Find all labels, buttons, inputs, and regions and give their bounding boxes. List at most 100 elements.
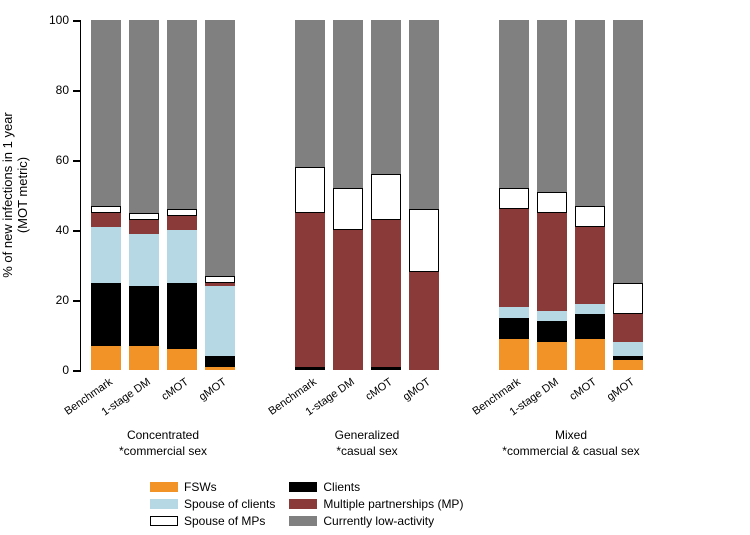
x-bar-label: gMOT xyxy=(604,376,636,403)
bar-segment xyxy=(333,188,363,230)
bar-segment xyxy=(613,20,643,283)
bar xyxy=(371,20,401,370)
bar xyxy=(167,20,197,370)
legend-swatch xyxy=(289,482,317,492)
bar-segment xyxy=(205,286,235,356)
bar-segment xyxy=(91,213,121,227)
bar-segment xyxy=(295,213,325,367)
bar-segment xyxy=(499,188,529,209)
bar-segment xyxy=(91,283,121,346)
chart-container: % of new infections in 1 year(MOT metric… xyxy=(0,0,750,535)
bar-segment xyxy=(575,20,605,206)
group-label: Concentrated *commercial sex xyxy=(91,428,235,459)
bar-segment xyxy=(295,20,325,167)
bar xyxy=(575,20,605,370)
bar xyxy=(333,20,363,370)
x-bar-label: gMOT xyxy=(400,376,432,403)
y-tick-label: 40 xyxy=(56,223,69,237)
legend-swatch xyxy=(150,499,178,509)
bar-segment xyxy=(167,283,197,350)
bar xyxy=(613,20,643,370)
bar-segment xyxy=(409,20,439,209)
bar-segment xyxy=(537,321,567,342)
bar-segment xyxy=(129,286,159,346)
bar-segment xyxy=(205,276,235,283)
legend-item: Spouse of clients xyxy=(150,497,275,511)
bar-segment xyxy=(167,349,197,370)
y-tick-label: 80 xyxy=(56,83,69,97)
legend-label: FSWs xyxy=(184,480,217,494)
bar-segment xyxy=(575,304,605,315)
legend-item: Currently low-activity xyxy=(289,514,463,528)
bar-segment xyxy=(371,367,401,371)
bar-segment xyxy=(371,220,401,367)
legend-label: Spouse of MPs xyxy=(184,514,265,528)
x-bar-label: cMOT xyxy=(363,376,394,403)
bar-segment xyxy=(91,227,121,283)
bar-segment xyxy=(205,367,235,371)
legend-column: FSWs Spouse of clients Spouse of MPs xyxy=(150,480,275,528)
legend-column: Clients Multiple partnerships (MP) Current… xyxy=(289,480,463,528)
bar-segment xyxy=(499,20,529,188)
y-tick-label: 20 xyxy=(56,293,69,307)
plot-area: Benchmark1-stage DMcMOTgMOTConcentrated … xyxy=(80,20,710,370)
legend-item: Spouse of MPs xyxy=(150,514,275,528)
legend-label: Multiple partnerships (MP) xyxy=(323,497,463,511)
bar-segment xyxy=(499,307,529,318)
bar-segment xyxy=(129,234,159,287)
bar-segment xyxy=(499,318,529,339)
bar xyxy=(91,20,121,370)
y-tick xyxy=(73,20,81,22)
legend-swatch xyxy=(289,516,317,526)
legend-label: Clients xyxy=(323,480,360,494)
bar-segment xyxy=(167,209,197,216)
bar-segment xyxy=(295,367,325,371)
bar-segment xyxy=(129,213,159,220)
legend-swatch xyxy=(289,499,317,509)
legend: FSWs Spouse of clients Spouse of MPs Client… xyxy=(150,480,463,528)
bar-segment xyxy=(333,20,363,188)
bar-segment xyxy=(499,209,529,307)
group-label: Mixed *commercial & casual sex xyxy=(499,428,643,459)
bar xyxy=(537,20,567,370)
bars-region: Benchmark1-stage DMcMOTgMOTConcentrated … xyxy=(81,20,710,370)
y-tick-label: 0 xyxy=(62,363,69,377)
bar-segment xyxy=(129,346,159,371)
bar-segment xyxy=(167,20,197,209)
y-tick xyxy=(73,160,81,162)
bar-segment xyxy=(537,192,567,213)
y-tick-label: 100 xyxy=(49,13,69,27)
bar-segment xyxy=(371,20,401,174)
bar-segment xyxy=(537,20,567,192)
bar-segment xyxy=(499,339,529,371)
bar-segment xyxy=(129,20,159,213)
group-label: Generalized *casual sex xyxy=(295,428,439,459)
y-tick-label: 60 xyxy=(56,153,69,167)
legend-swatch xyxy=(150,482,178,492)
bar-segment xyxy=(575,314,605,339)
legend-item: FSWs xyxy=(150,480,275,494)
legend-swatch xyxy=(150,516,178,526)
legend-label: Spouse of clients xyxy=(184,497,275,511)
y-tick xyxy=(73,300,81,302)
bar-segment xyxy=(91,20,121,206)
legend-item: Multiple partnerships (MP) xyxy=(289,497,463,511)
bar-segment xyxy=(295,167,325,213)
bar xyxy=(295,20,325,370)
x-bar-label: cMOT xyxy=(159,376,190,403)
bar-segment xyxy=(167,216,197,230)
y-tick xyxy=(73,90,81,92)
y-tick xyxy=(73,230,81,232)
y-axis-label: % of new infections in 1 year(MOT metric… xyxy=(0,112,30,277)
bar-segment xyxy=(333,230,363,370)
bar xyxy=(129,20,159,370)
bar-segment xyxy=(613,314,643,342)
bar-segment xyxy=(371,174,401,220)
legend-label: Currently low-activity xyxy=(323,514,434,528)
bar xyxy=(499,20,529,370)
legend-item: Clients xyxy=(289,480,463,494)
bar xyxy=(409,20,439,370)
bar-segment xyxy=(613,283,643,315)
bar-segment xyxy=(91,346,121,371)
bar-segment xyxy=(537,213,567,311)
